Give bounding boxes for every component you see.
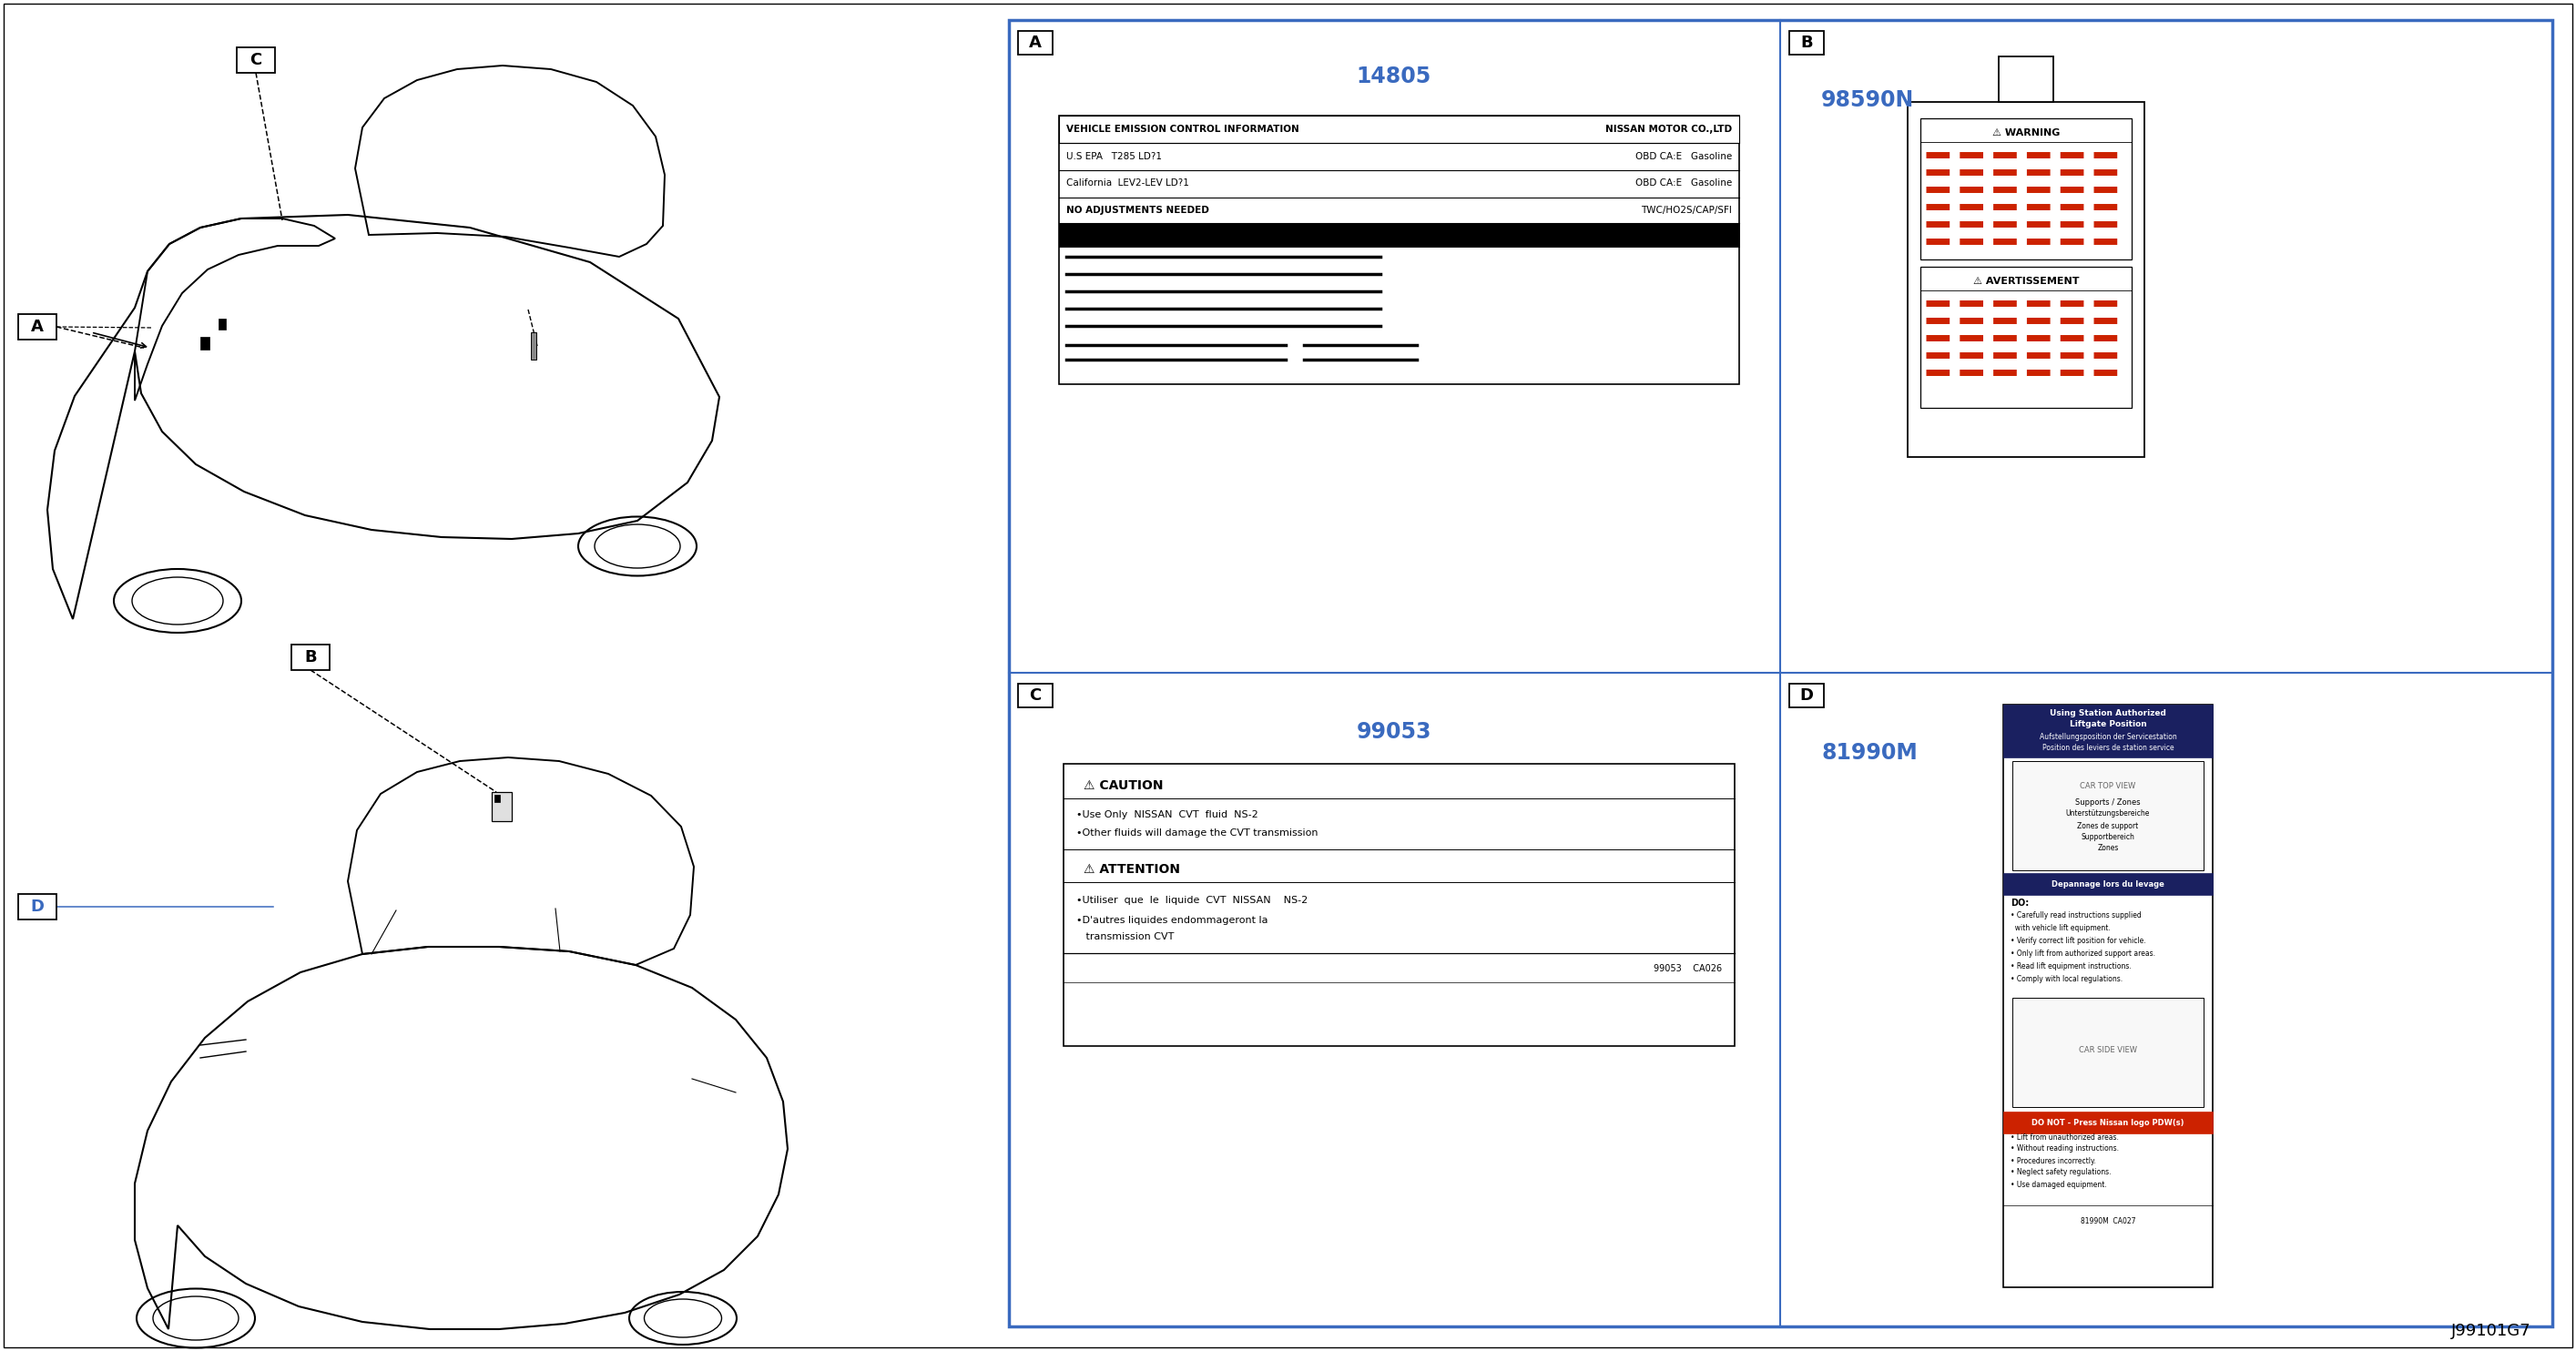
Text: VEHICLE EMISSION CONTROL INFORMATION: VEHICLE EMISSION CONTROL INFORMATION (1066, 124, 1298, 134)
Bar (1059, 223, 1739, 247)
Text: DO:: DO: (2009, 898, 2030, 908)
Text: Using Station Authorized: Using Station Authorized (2050, 709, 2166, 717)
Bar (219, 319, 227, 330)
Text: 81990M  CA027: 81990M CA027 (2081, 1217, 2136, 1225)
Text: ⚠ WARNING: ⚠ WARNING (1991, 128, 2061, 138)
Text: 98590N: 98590N (1821, 89, 1914, 111)
Text: Supportbereich: Supportbereich (2081, 832, 2136, 840)
Text: • Lift from unauthorized areas.: • Lift from unauthorized areas. (2009, 1133, 2120, 1142)
Text: OBD CA:E   Gasoline: OBD CA:E Gasoline (1636, 153, 1731, 161)
Bar (1018, 31, 1054, 54)
Text: ⚠ ATTENTION: ⚠ ATTENTION (1084, 863, 1180, 875)
Text: D: D (31, 898, 44, 915)
Bar (531, 332, 536, 359)
Bar (237, 47, 276, 73)
Text: J99101G7: J99101G7 (2452, 1323, 2532, 1339)
Text: TWC/HO2S/CAP/SFI: TWC/HO2S/CAP/SFI (1641, 205, 1731, 215)
Bar (2004, 1112, 2213, 1133)
Text: 99053    CA026: 99053 CA026 (1654, 965, 1721, 973)
Text: CAR TOP VIEW: CAR TOP VIEW (2079, 782, 2136, 790)
Text: A: A (31, 319, 44, 335)
Text: B: B (1801, 35, 1814, 51)
Text: Zones de support: Zones de support (2076, 821, 2138, 830)
Text: •Other fluids will damage the CVT transmission: •Other fluids will damage the CVT transm… (1077, 828, 1319, 838)
Text: D: D (1801, 688, 1814, 704)
Text: U.S EPA   T285 LD?1: U.S EPA T285 LD?1 (1066, 153, 1162, 161)
Text: • Carefully read instructions supplied: • Carefully read instructions supplied (2009, 912, 2141, 920)
Text: Position des leviers de station service: Position des leviers de station service (2043, 744, 2174, 753)
Text: ⚠ AVERTISSEMENT: ⚠ AVERTISSEMENT (1973, 277, 2079, 286)
Bar (1919, 119, 2133, 259)
Bar (1919, 266, 2133, 408)
Bar (1010, 20, 2553, 1327)
Text: • Without reading instructions.: • Without reading instructions. (2009, 1144, 2120, 1152)
Text: Liftgate Position: Liftgate Position (2069, 720, 2146, 728)
Text: 99053: 99053 (1358, 721, 1432, 743)
Bar (495, 794, 500, 802)
Text: OBD CA:E   Gasoline: OBD CA:E Gasoline (1636, 178, 1731, 188)
Bar (201, 336, 209, 350)
Text: Zones: Zones (2097, 843, 2117, 851)
Bar (1999, 57, 2053, 101)
Text: C: C (1030, 688, 1041, 704)
Bar (1064, 763, 1734, 1046)
Bar (2004, 705, 2213, 1288)
Text: B: B (304, 648, 317, 666)
Bar (1059, 116, 1739, 384)
Text: Depannage lors du levage: Depannage lors du levage (2050, 880, 2164, 888)
Bar (2012, 761, 2202, 870)
Bar (1790, 31, 1824, 54)
Text: • Neglect safety regulations.: • Neglect safety regulations. (2009, 1169, 2112, 1177)
Text: Supports / Zones: Supports / Zones (2076, 798, 2141, 807)
Bar (291, 644, 330, 670)
Text: • Verify correct lift position for vehicle.: • Verify correct lift position for vehic… (2009, 938, 2146, 946)
Text: •D'autres liquides endommageront la: •D'autres liquides endommageront la (1077, 916, 1267, 925)
Text: C: C (250, 51, 263, 69)
Text: DO NOT - Press Nissan logo PDW(s): DO NOT - Press Nissan logo PDW(s) (2032, 1119, 2184, 1127)
Text: • Read lift equipment instructions.: • Read lift equipment instructions. (2009, 963, 2130, 971)
Text: • Procedures incorrectly.: • Procedures incorrectly. (2009, 1156, 2097, 1165)
Text: • Comply with local regulations.: • Comply with local regulations. (2009, 975, 2123, 984)
Text: transmission CVT: transmission CVT (1077, 932, 1175, 942)
Text: A: A (1028, 35, 1041, 51)
Bar (2012, 998, 2202, 1106)
Text: CAR SIDE VIEW: CAR SIDE VIEW (2079, 1047, 2138, 1055)
Bar (2004, 873, 2213, 894)
Bar (1909, 101, 2143, 457)
Text: NISSAN MOTOR CO.,LTD: NISSAN MOTOR CO.,LTD (1605, 124, 1731, 134)
Text: NO ADJUSTMENTS NEEDED: NO ADJUSTMENTS NEEDED (1066, 205, 1208, 215)
Text: California  LEV2-LEV LD?1: California LEV2-LEV LD?1 (1066, 178, 1190, 188)
Text: ⚠ CAUTION: ⚠ CAUTION (1084, 780, 1164, 792)
Text: • Use damaged equipment.: • Use damaged equipment. (2009, 1181, 2107, 1189)
Text: • Only lift from authorized support areas.: • Only lift from authorized support area… (2009, 950, 2156, 958)
Text: 81990M: 81990M (1821, 742, 1917, 763)
Text: •Utiliser  que  le  liquide  CVT  NISSAN    NS-2: •Utiliser que le liquide CVT NISSAN NS-2 (1077, 896, 1309, 905)
Text: with vehicle lift equipment.: with vehicle lift equipment. (2009, 924, 2110, 932)
Text: •Use Only  NISSAN  CVT  fluid  NS-2: •Use Only NISSAN CVT fluid NS-2 (1077, 811, 1257, 819)
Bar (18, 313, 57, 339)
Bar (18, 894, 57, 920)
Bar (492, 792, 513, 821)
Text: Aufstellungsposition der Servicestation: Aufstellungsposition der Servicestation (2040, 734, 2177, 742)
Bar (1018, 684, 1054, 708)
Bar (1059, 116, 1739, 143)
Bar (2004, 705, 2213, 758)
Text: 14805: 14805 (1358, 66, 1432, 88)
Text: Unterstützungsbereiche: Unterstützungsbereiche (2066, 809, 2151, 817)
Bar (1790, 684, 1824, 708)
